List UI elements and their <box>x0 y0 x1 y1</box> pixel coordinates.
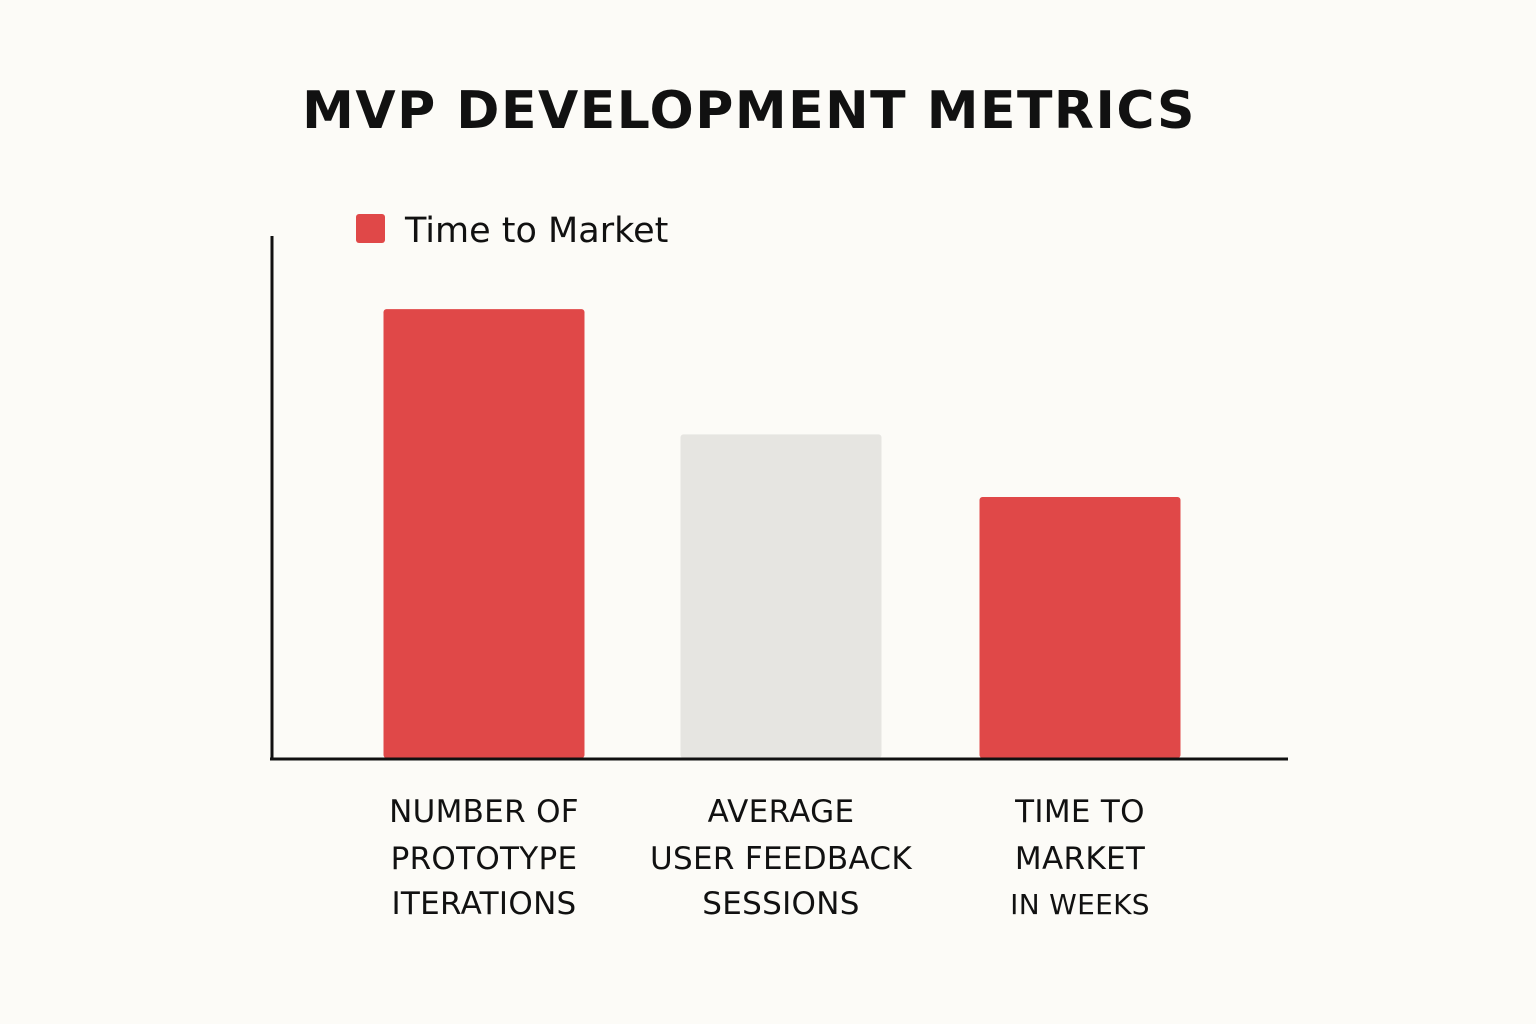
bar-2 <box>680 434 882 758</box>
legend-label: Time to Market <box>404 211 668 251</box>
category-label-3-line-2: MARKET <box>1015 841 1146 877</box>
category-label-1-line-2: PROTOTYPE <box>391 841 578 877</box>
category-label-3-line-3: IN WEEKS <box>1010 888 1150 921</box>
category-label-2-line-1: AVERAGE <box>708 794 855 830</box>
category-label-1-line-3: ITERATIONS <box>391 886 576 922</box>
chart-title: MVP DEVELOPMENT METRICS <box>302 81 1196 141</box>
bar-1 <box>383 309 585 758</box>
bar-3 <box>979 497 1181 758</box>
category-label-2-line-3: SESSIONS <box>702 886 859 922</box>
category-label-1-line-1: NUMBER OF <box>389 794 579 830</box>
bars-group <box>383 309 1181 758</box>
category-label-3-line-1: TIME TO <box>1014 794 1145 830</box>
category-label-2-line-2: USER FEEDBACK <box>650 841 912 877</box>
legend: Time to Market <box>356 211 668 251</box>
legend-swatch <box>356 214 385 243</box>
category-labels: NUMBER OF PROTOTYPE ITERATIONS AVERAGE USER … <box>389 794 1150 922</box>
